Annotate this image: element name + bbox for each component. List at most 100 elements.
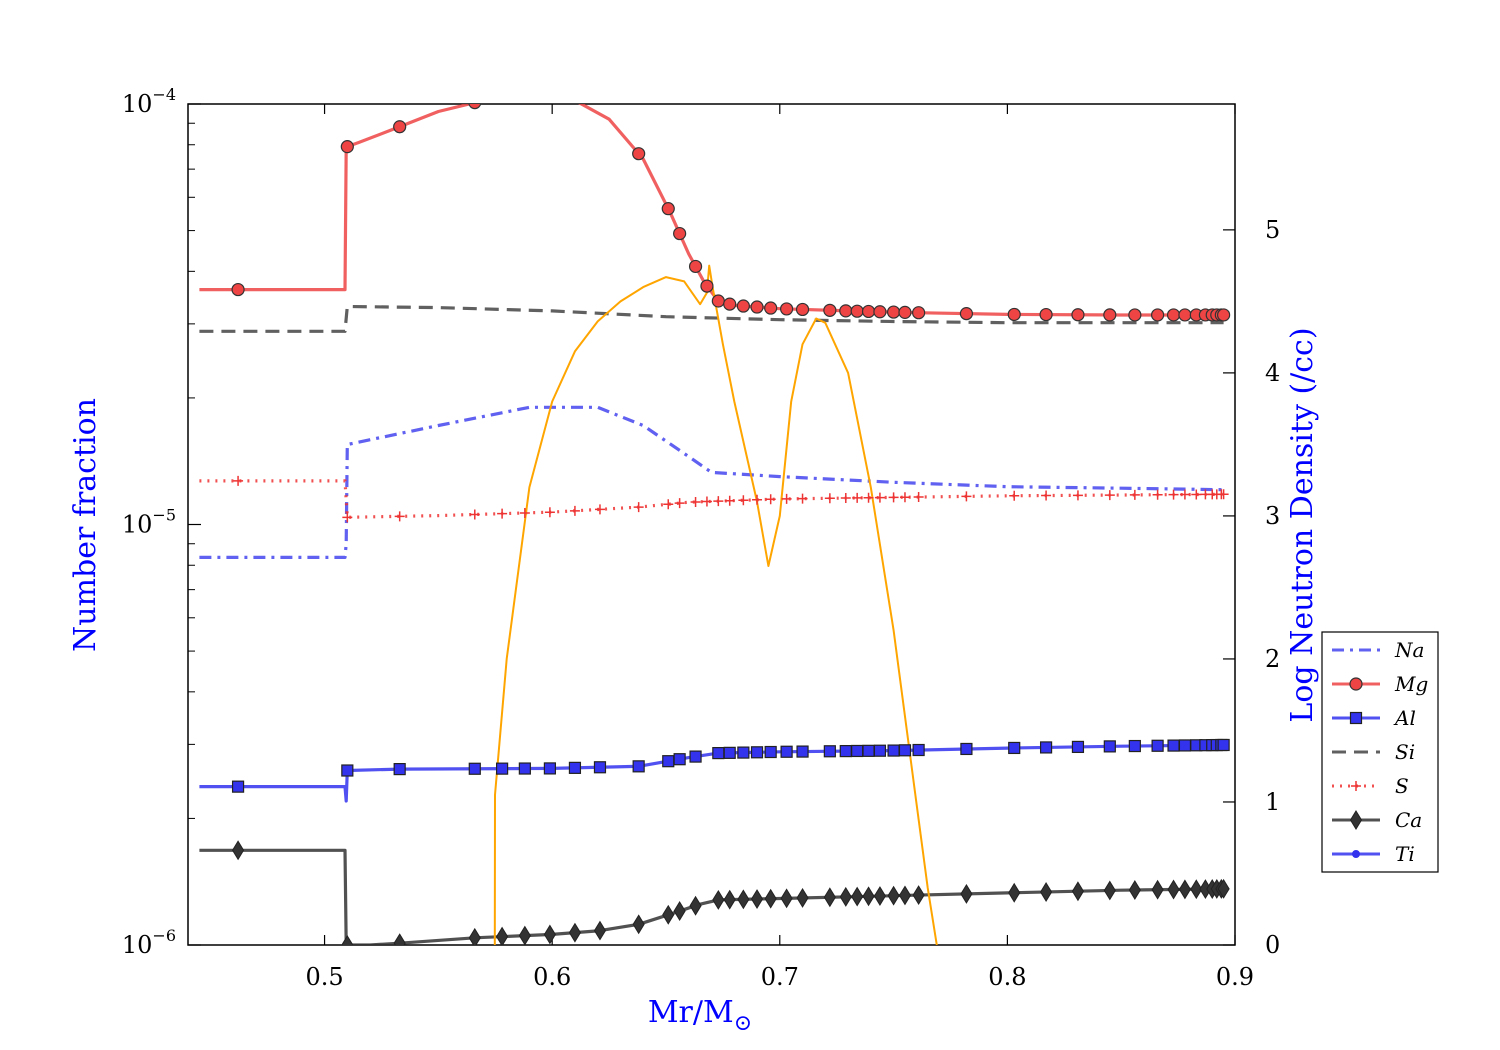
data-point-mg xyxy=(898,305,912,319)
x-axis-ticks: 0.5 0.6 0.7 0.8 0.9 xyxy=(305,104,1254,991)
legend-marker-ca xyxy=(1349,810,1363,830)
data-point-ca xyxy=(823,887,836,908)
right-y-axis-ticks: 0 1 2 3 4 5 xyxy=(1223,216,1280,959)
series-line-ca xyxy=(199,848,1224,945)
x-axis-label-main: Mr/M xyxy=(648,995,734,1030)
data-point-al xyxy=(737,746,750,759)
data-point-ca xyxy=(1167,879,1180,900)
data-point-mg xyxy=(1103,308,1117,322)
data-point-mg xyxy=(764,301,778,315)
data-point-ca xyxy=(737,889,750,910)
data-point-al xyxy=(712,746,725,760)
tick-exponent: −5 xyxy=(152,506,176,525)
right-tick-label: 4 xyxy=(1265,359,1280,387)
data-point-s xyxy=(594,504,605,515)
data-point-al xyxy=(898,744,912,757)
data-point-al xyxy=(393,763,406,776)
data-point-al xyxy=(593,761,607,774)
legend-marker-s xyxy=(1351,781,1361,791)
data-point-ca xyxy=(873,886,887,906)
data-point-mg xyxy=(632,147,646,161)
data-point-mg xyxy=(1128,308,1142,322)
data-point-al xyxy=(468,762,481,775)
data-point-mg xyxy=(823,303,837,317)
data-point-al xyxy=(780,745,793,758)
data-point-ca xyxy=(393,933,406,945)
data-point-ca xyxy=(543,924,556,945)
legend-marker-ti xyxy=(1352,850,1360,858)
data-point-s xyxy=(913,492,924,503)
marker-layer xyxy=(231,104,1231,945)
data-point-al xyxy=(632,760,645,773)
data-point-mg xyxy=(340,140,354,154)
data-point-mg xyxy=(468,104,482,110)
data-point-al xyxy=(839,744,852,758)
series-line-neutron-density xyxy=(493,264,938,945)
tick-base: 10 xyxy=(122,511,153,539)
x-axis-label-subscript: ⊙ xyxy=(734,1011,752,1036)
x-tick-label: 0.5 xyxy=(305,963,343,991)
data-point-s xyxy=(899,492,910,503)
data-point-mg xyxy=(873,305,887,319)
data-point-ca xyxy=(1178,879,1192,900)
data-point-al xyxy=(689,750,702,763)
right-tick-label: 0 xyxy=(1265,931,1280,959)
data-point-mg xyxy=(861,304,876,319)
data-point-s xyxy=(701,496,712,507)
data-point-al xyxy=(1128,739,1141,753)
data-point-mg xyxy=(711,294,725,308)
data-point-ca xyxy=(780,888,793,909)
data-point-s xyxy=(469,509,480,520)
data-point-al xyxy=(851,744,864,758)
data-point-s xyxy=(663,499,674,510)
data-point-mg xyxy=(723,297,737,311)
data-point-s xyxy=(1009,490,1020,501)
data-point-s xyxy=(724,495,735,506)
data-point-s xyxy=(633,502,644,513)
data-point-al xyxy=(1167,739,1180,752)
tick-exponent: −6 xyxy=(152,926,176,945)
data-point-s xyxy=(824,493,835,504)
tick-base: 10 xyxy=(122,931,153,959)
data-point-ca xyxy=(1190,879,1203,900)
legend-marker-al xyxy=(1349,711,1363,725)
data-point-mg xyxy=(661,202,675,216)
legend-label-s: S xyxy=(1395,774,1409,798)
data-point-ca xyxy=(341,935,354,945)
data-point-ca xyxy=(898,885,912,906)
data-point-ca xyxy=(960,883,973,904)
data-point-ca xyxy=(887,885,900,906)
data-point-s xyxy=(1072,490,1083,501)
x-tick-label: 0.8 xyxy=(988,963,1026,991)
data-point-mg xyxy=(1071,308,1085,322)
right-tick-label: 2 xyxy=(1265,645,1280,673)
data-point-ca xyxy=(1039,882,1053,902)
data-point-mg xyxy=(886,305,901,319)
data-point-s xyxy=(765,494,776,505)
data-point-s xyxy=(690,496,701,507)
data-point-ca xyxy=(662,904,675,925)
legend-label-ti: Ti xyxy=(1395,842,1415,866)
x-axis-label: Mr/M⊙ xyxy=(648,995,752,1036)
data-point-mg xyxy=(700,279,714,293)
data-point-ca xyxy=(593,920,607,941)
data-point-mg xyxy=(736,299,750,313)
data-point-al xyxy=(568,761,582,774)
data-point-mg xyxy=(850,304,864,318)
data-point-ca xyxy=(231,840,245,861)
data-point-mg xyxy=(673,226,687,241)
data-point-ca xyxy=(1103,880,1116,901)
data-point-ca xyxy=(673,901,686,921)
data-point-al xyxy=(1071,740,1085,754)
data-point-al xyxy=(1151,739,1164,752)
data-point-mg xyxy=(1151,308,1165,322)
data-point-al xyxy=(1008,741,1021,755)
left-y-axis-label: Number fraction xyxy=(68,398,103,652)
data-point-s xyxy=(1218,489,1229,500)
data-point-mg xyxy=(1007,307,1021,322)
data-point-al xyxy=(543,762,556,775)
data-point-mg xyxy=(912,306,926,320)
data-point-ca xyxy=(1217,878,1230,899)
data-point-al xyxy=(231,780,245,793)
data-point-s xyxy=(233,475,244,486)
